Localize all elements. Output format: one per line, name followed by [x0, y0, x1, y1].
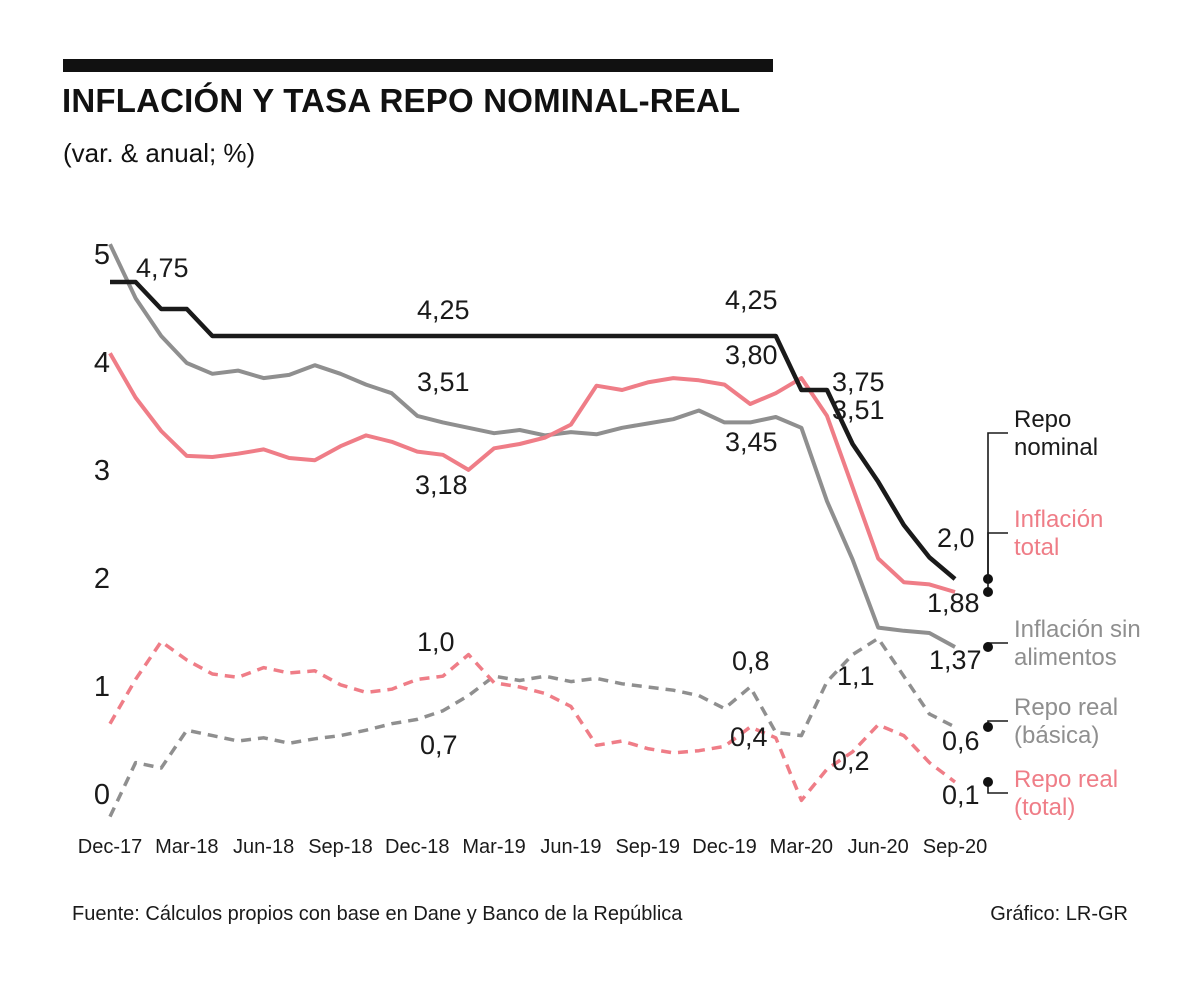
legend-label-line: alimentos [1014, 644, 1117, 671]
x-tick-Sep-18: Sep-18 [308, 836, 373, 858]
x-tick-Dec-19: Dec-19 [692, 836, 757, 858]
x-tick-Sep-20: Sep-20 [922, 836, 988, 858]
x-tick-Mar-20: Mar-20 [769, 836, 834, 858]
x-tick-Mar-18: Mar-18 [155, 836, 219, 858]
data-label: 3,18 [415, 470, 468, 500]
legend-label-1: Inflación total [1014, 506, 1103, 562]
legend-label-line: (total) [1014, 794, 1076, 821]
legend-label-line: (básica) [1014, 722, 1100, 749]
x-tick-Jun-20: Jun-20 [847, 836, 909, 858]
x-tick-Dec-17: Dec-17 [77, 836, 143, 858]
footer-credit: Gráfico: LR-GR [990, 903, 1128, 925]
legend-label-line: nominal [1014, 434, 1099, 461]
x-tick-Mar-19: Mar-19 [462, 836, 526, 858]
data-label: 2,0 [937, 523, 975, 553]
legend-label-line: Repo real [1014, 694, 1119, 721]
series-end-dot-4 [983, 777, 993, 787]
legend-label-4: Repo real (total) [1014, 766, 1118, 822]
y-tick-1: 1 [93, 671, 110, 703]
page-title: INFLACIÓN Y TASA REPO NOMINAL-REAL [62, 82, 741, 119]
data-label: 3,45 [725, 427, 778, 457]
data-label: 3,51 [417, 367, 470, 397]
data-label: 1,0 [417, 627, 455, 657]
series-end-dot-2 [983, 642, 993, 652]
legend-label-line: Repo [1014, 406, 1072, 433]
series-line-4 [108, 639, 957, 803]
data-label: 0,7 [420, 730, 458, 760]
title-rule [63, 59, 773, 72]
series-line-0 [110, 279, 957, 581]
data-label: 4,25 [417, 295, 470, 325]
legend-label-0: Repo nominal [1014, 406, 1098, 462]
data-label: 0,2 [832, 746, 870, 776]
legend-label-2: Inflación sin alimentos [1014, 616, 1141, 672]
page-subtitle: (var. & anual; %) [63, 138, 256, 168]
legend-label-3: Repo real (básica) [1014, 694, 1118, 750]
data-label: 1,1 [837, 661, 875, 691]
legend-label-line: Repo real [1014, 766, 1119, 793]
data-label: 0,8 [732, 646, 770, 676]
series-line-1 [108, 352, 956, 594]
legend-label-line: Inflación [1014, 506, 1104, 533]
data-label: 3,75 [832, 367, 885, 397]
data-label: 1,37 [929, 645, 982, 675]
series-end-dot-1 [983, 587, 993, 597]
legend-label-line: Inflación sin [1014, 616, 1141, 643]
y-tick-5: 5 [93, 239, 110, 271]
legend-label-line: total [1014, 534, 1060, 561]
data-label: 3,80 [725, 340, 778, 370]
y-tick-0: 0 [93, 779, 110, 811]
data-label: 0,4 [730, 722, 768, 752]
y-tick-2: 2 [93, 563, 110, 595]
data-label: 4,25 [725, 285, 778, 315]
footer-source: Fuente: Cálculos propios con base en Dan… [72, 903, 683, 925]
series-line-2 [108, 243, 956, 649]
x-tick-Jun-18: Jun-18 [233, 836, 295, 858]
series-line-3 [108, 636, 956, 818]
data-label: 3,51 [832, 395, 885, 425]
data-label: 0,6 [942, 726, 980, 756]
data-label: 4,75 [136, 253, 189, 283]
series-end-dot-3 [983, 722, 993, 732]
x-tick-Sep-19: Sep-19 [615, 836, 680, 858]
y-tick-4: 4 [93, 347, 110, 379]
x-tick-Jun-19: Jun-19 [540, 836, 602, 858]
data-label: 1,88 [927, 588, 980, 618]
legend-connector-0 [987, 432, 1008, 579]
x-tick-Dec-18: Dec-18 [385, 836, 450, 858]
legend-connector-1 [987, 532, 1008, 592]
data-label: 0,1 [942, 780, 980, 810]
y-tick-3: 3 [93, 455, 110, 487]
